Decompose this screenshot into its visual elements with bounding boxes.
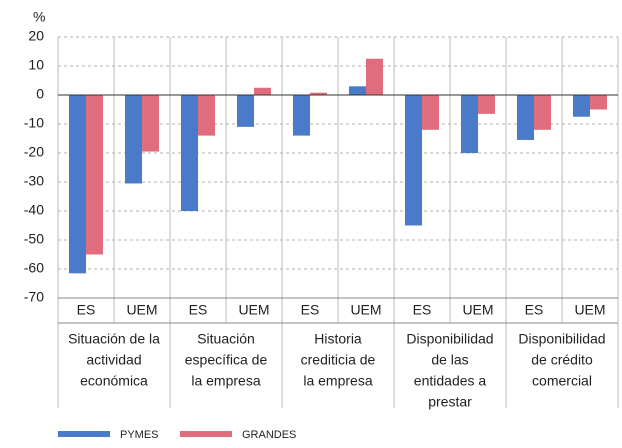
group-label: actividad bbox=[86, 352, 141, 368]
group-label: Disponibilidad bbox=[406, 331, 493, 347]
group-label: la empresa bbox=[191, 373, 260, 389]
legend-swatch bbox=[58, 431, 110, 437]
x-tick-label: ES bbox=[413, 302, 432, 318]
y-tick-label: -70 bbox=[24, 289, 44, 305]
x-tick-label: ES bbox=[77, 302, 96, 318]
group-label: económica bbox=[80, 373, 148, 389]
bar bbox=[405, 95, 422, 226]
x-tick-label: UEM bbox=[238, 302, 269, 318]
group-label: Disponibilidad bbox=[518, 331, 605, 347]
bar bbox=[198, 95, 215, 136]
bar bbox=[366, 58, 383, 95]
x-tick-label: UEM bbox=[350, 302, 381, 318]
y-tick-label: 20 bbox=[28, 28, 44, 44]
bar bbox=[293, 95, 310, 136]
bar bbox=[69, 95, 86, 274]
legend-label: PYMES bbox=[120, 429, 159, 441]
bar bbox=[461, 95, 478, 153]
bar bbox=[254, 87, 271, 95]
y-tick-label: 0 bbox=[36, 86, 44, 102]
group-label: Historia bbox=[314, 331, 362, 347]
group-label: Situación bbox=[197, 331, 255, 347]
group-label: Situación de la bbox=[68, 331, 160, 347]
group-label: de crédito bbox=[531, 352, 593, 368]
x-tick-label: ES bbox=[189, 302, 208, 318]
y-tick-label: 10 bbox=[28, 57, 44, 73]
bar bbox=[478, 95, 495, 114]
bar bbox=[422, 95, 439, 130]
y-axis-label: % bbox=[33, 9, 45, 25]
y-tick-label: -40 bbox=[24, 202, 44, 218]
group-label: entidades a bbox=[414, 373, 487, 389]
y-tick-label: -20 bbox=[24, 144, 44, 160]
bar bbox=[181, 95, 198, 211]
bar bbox=[349, 86, 366, 95]
bar bbox=[534, 95, 551, 130]
group-label: la empresa bbox=[303, 373, 372, 389]
bar bbox=[142, 95, 159, 152]
y-tick-label: -50 bbox=[24, 231, 44, 247]
bar bbox=[517, 95, 534, 140]
group-label: específica de bbox=[185, 352, 268, 368]
group-label: de las bbox=[431, 352, 468, 368]
bar bbox=[125, 95, 142, 184]
bar bbox=[86, 95, 103, 255]
legend-swatch bbox=[180, 431, 232, 437]
group-label: crediticia de bbox=[301, 352, 376, 368]
group-label: comercial bbox=[532, 373, 592, 389]
x-tick-label: ES bbox=[525, 302, 544, 318]
bar bbox=[573, 95, 590, 117]
bar bbox=[237, 95, 254, 127]
bar bbox=[310, 92, 327, 95]
bar bbox=[590, 95, 607, 110]
legend-label: GRANDES bbox=[242, 429, 296, 441]
group-label: prestar bbox=[428, 394, 472, 410]
x-tick-label: UEM bbox=[462, 302, 493, 318]
x-tick-label: UEM bbox=[574, 302, 605, 318]
x-tick-label: ES bbox=[301, 302, 320, 318]
x-tick-label: UEM bbox=[126, 302, 157, 318]
y-tick-label: -10 bbox=[24, 115, 44, 131]
y-tick-label: -60 bbox=[24, 260, 44, 276]
y-tick-label: -30 bbox=[24, 173, 44, 189]
